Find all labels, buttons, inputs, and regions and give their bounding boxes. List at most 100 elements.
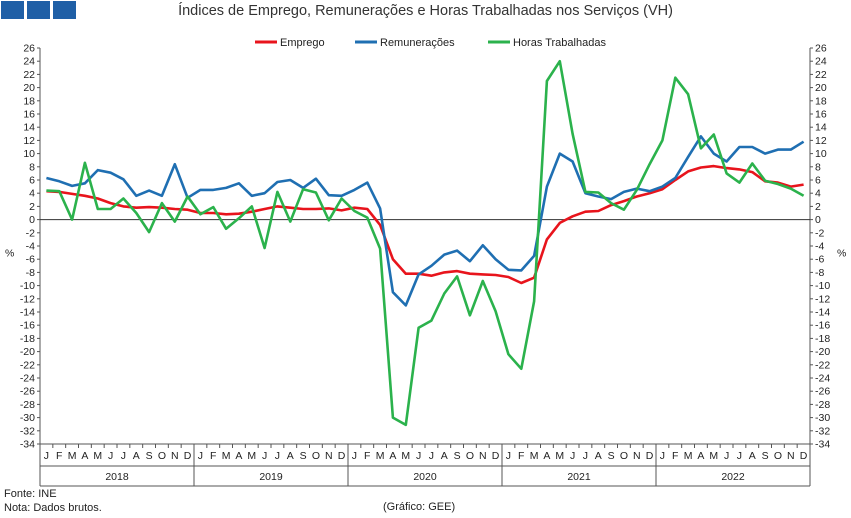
y-tick-label-right: -26 <box>815 386 830 398</box>
chart-title: Índices de Emprego, Remunerações e Horas… <box>178 3 673 19</box>
y-tick-label-right: -20 <box>815 346 830 358</box>
y-tick-label-left: -4 <box>26 241 35 253</box>
y-tick-label-left: -10 <box>20 280 35 292</box>
y-tick-label-left: 6 <box>29 175 35 187</box>
x-month-label: F <box>672 450 678 462</box>
x-month-label: J <box>570 450 575 462</box>
x-month-label: O <box>774 450 782 462</box>
y-tick-label-right: -18 <box>815 333 830 345</box>
x-month-label: S <box>454 450 461 462</box>
x-month-label: S <box>146 450 153 462</box>
x-month-label: S <box>300 450 307 462</box>
y-tick-label-right: 24 <box>815 56 827 68</box>
x-month-label: A <box>389 450 396 462</box>
y-tick-label-left: 22 <box>23 69 35 81</box>
y-tick-label-left: -8 <box>26 267 35 279</box>
x-year-label: 2019 <box>259 471 283 483</box>
x-month-label: D <box>646 450 654 462</box>
y-tick-label-right: -28 <box>815 399 830 411</box>
x-month-label: S <box>608 450 615 462</box>
x-month-label: J <box>737 450 742 462</box>
series-line-3 <box>46 59 805 427</box>
y-tick-label-left: -28 <box>20 399 35 411</box>
y-tick-label-left: -26 <box>20 386 35 398</box>
x-month-label: M <box>401 450 410 462</box>
y-tick-label-left: -32 <box>20 425 35 437</box>
y-tick-label-left: 8 <box>29 161 35 173</box>
y-tick-label-left: 10 <box>23 148 35 160</box>
y-tick-label-left: -16 <box>20 320 35 332</box>
y-tick-label-left: 26 <box>23 43 35 55</box>
x-month-label: M <box>530 450 539 462</box>
data-note: Nota: Dados brutos. <box>4 502 102 514</box>
y-tick-label-right: -4 <box>815 241 824 253</box>
y-tick-label-right: 22 <box>815 69 827 81</box>
y-tick-label-right: 26 <box>815 43 827 55</box>
x-month-label: O <box>312 450 320 462</box>
y-tick-label-left: -12 <box>20 293 35 305</box>
x-month-label: M <box>709 450 718 462</box>
x-month-label: J <box>660 450 665 462</box>
y-tick-label-right: 14 <box>815 122 827 134</box>
y-tick-label-left: -14 <box>20 307 35 319</box>
ine-logo-icon <box>1 1 76 19</box>
x-year-label: 2020 <box>413 471 437 483</box>
y-tick-label-left: 0 <box>29 214 35 226</box>
y-tick-label-right: 10 <box>815 148 827 160</box>
y-tick-label-right: -8 <box>815 267 824 279</box>
x-month-label: D <box>800 450 808 462</box>
x-month-label: J <box>108 450 113 462</box>
x-month-label: M <box>684 450 693 462</box>
y-tick-label-right: -32 <box>815 425 830 437</box>
y-tick-label-left: -30 <box>20 412 35 424</box>
x-month-label: J <box>44 450 49 462</box>
x-month-label: D <box>184 450 192 462</box>
x-month-label: J <box>275 450 280 462</box>
y-tick-label-left: 4 <box>29 188 35 200</box>
legend-label-3: Horas Trabalhadas <box>513 37 606 49</box>
y-tick-label-left: -2 <box>26 227 35 239</box>
y-tick-label-right: -16 <box>815 320 830 332</box>
x-month-label: S <box>762 450 769 462</box>
y-tick-label-right: 8 <box>815 161 821 173</box>
x-month-label: O <box>620 450 628 462</box>
x-month-label: A <box>595 450 602 462</box>
x-month-label: A <box>441 450 448 462</box>
y-tick-label-right: 16 <box>815 109 827 121</box>
chart-credit: (Gráfico: GEE) <box>383 501 456 513</box>
x-year-label: 2021 <box>567 471 591 483</box>
y-tick-label-right: 12 <box>815 135 827 147</box>
x-month-label: A <box>81 450 88 462</box>
x-month-label: J <box>416 450 421 462</box>
x-month-label: D <box>338 450 346 462</box>
x-month-label: J <box>429 450 434 462</box>
x-month-label: D <box>492 450 500 462</box>
legend-label-1: Emprego <box>280 37 325 49</box>
y-tick-label-left: 20 <box>23 82 35 94</box>
y-tick-label-right: 4 <box>815 188 821 200</box>
x-month-label: O <box>466 450 474 462</box>
y-tick-label-right: -22 <box>815 359 830 371</box>
y-tick-label-right: -34 <box>815 439 830 451</box>
y-tick-label-right: 18 <box>815 95 827 107</box>
y-tick-label-left: 16 <box>23 109 35 121</box>
x-month-label: J <box>198 450 203 462</box>
x-month-label: A <box>287 450 294 462</box>
y-tick-label-left: 12 <box>23 135 35 147</box>
x-month-label: A <box>235 450 242 462</box>
series-line-1 <box>46 164 804 285</box>
y-tick-label-right: 6 <box>815 175 821 187</box>
y-tick-label-right: 0 <box>815 214 821 226</box>
x-month-label: A <box>749 450 756 462</box>
x-month-label: J <box>724 450 729 462</box>
y-tick-label-right: -30 <box>815 412 830 424</box>
y-unit-right: % <box>837 248 846 260</box>
y-unit-left: % <box>5 248 14 260</box>
y-tick-label-left: 24 <box>23 56 35 68</box>
source-note: Fonte: INE <box>4 488 57 500</box>
x-month-label: M <box>222 450 231 462</box>
x-month-label: O <box>158 450 166 462</box>
x-month-label: N <box>479 450 487 462</box>
y-tick-label-right: -10 <box>815 280 830 292</box>
